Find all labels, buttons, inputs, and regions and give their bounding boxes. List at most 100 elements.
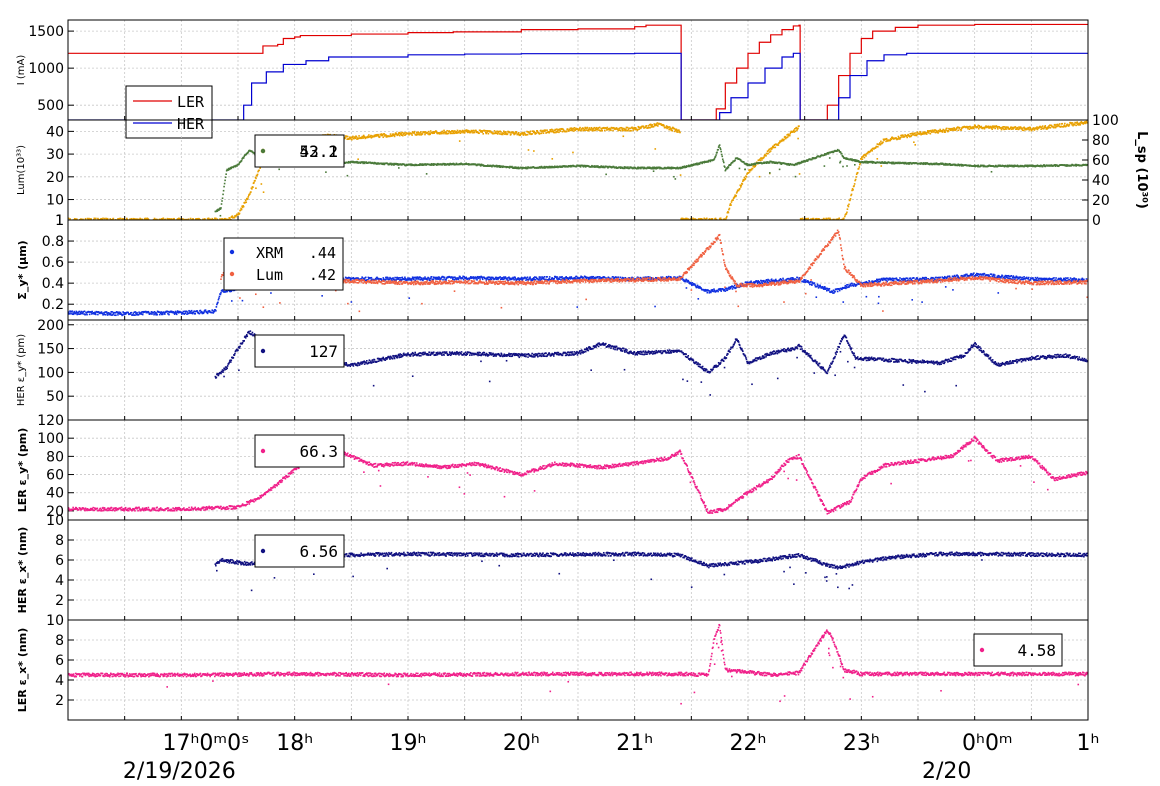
data-point [105,314,107,316]
data-point-outlier [459,140,461,142]
data-point [418,132,420,134]
data-point [194,313,196,315]
data-point [715,154,717,156]
data-point [709,221,711,223]
data-point [977,126,979,128]
data-point [75,221,77,223]
data-point [1006,128,1008,130]
data-point [402,277,404,279]
data-point [973,128,975,130]
data-point [671,128,673,130]
data-point [843,156,845,158]
data-point [446,130,448,132]
data-point [1059,123,1061,125]
data-point [183,220,185,222]
data-point [430,130,432,132]
data-point [793,129,795,131]
data-point [193,220,195,222]
y2-tick-label: 100 [1092,113,1119,129]
data-point-outlier [255,187,257,189]
data-point [151,313,153,315]
data-point [773,147,775,149]
data-point [92,221,94,223]
legend-label-ler: LER [177,93,205,111]
data-point [846,212,848,214]
data-point [174,221,176,223]
data-point [474,132,476,134]
data-point [442,279,444,281]
data-point [225,173,227,175]
data-point [95,218,97,220]
data-point [199,221,201,223]
data-point [212,220,214,222]
data-point-outlier [769,172,771,174]
data-point [234,217,236,219]
y-tick-label: 1500 [28,24,64,40]
data-point [706,218,708,220]
data-point [838,217,840,219]
data-point [149,221,151,223]
data-point [371,277,373,279]
data-point [88,218,90,220]
data-point [698,220,700,222]
data-point [486,133,488,135]
data-point-outlier [398,167,400,169]
data-point [627,127,629,129]
data-point [131,218,133,220]
data-point [530,131,532,133]
data-point [953,129,955,131]
data-point [395,279,397,281]
data-point [201,221,203,223]
data-point [625,128,627,130]
data-point [382,136,384,138]
data-point [604,130,606,132]
data-point [651,124,653,126]
data-point-outlier [839,162,841,164]
data-point [251,188,253,190]
data-point [107,218,109,220]
data-point [945,131,947,133]
data-point [113,218,115,220]
data-point [76,314,78,316]
data-point [222,197,224,199]
data-point [507,134,509,136]
data-point [853,185,855,187]
data-point [783,139,785,141]
data-point [114,221,116,223]
data-point [120,312,122,314]
data-point [394,136,396,138]
data-point [1064,123,1066,125]
data-point [404,277,406,279]
data-point [146,220,148,222]
data-point [527,276,529,278]
data-point [218,299,220,301]
data-point [902,135,904,137]
data-point [1042,125,1044,127]
data-point [421,278,423,280]
y-tick-label: 0.4 [42,276,64,292]
data-point [619,277,621,279]
data-point [529,276,531,278]
data-point [402,135,404,137]
data-point [932,129,934,131]
data-point-outlier [854,164,856,166]
data-point [720,151,722,153]
data-point [488,133,490,135]
data-point [224,183,226,185]
data-point [197,310,199,312]
data-point [72,221,74,223]
data-point [454,130,456,132]
data-point [806,218,808,220]
data-point [418,278,420,280]
data-point [78,221,80,223]
data-point [761,159,763,161]
legend-value: 52.1 [299,142,338,161]
data-point [174,313,176,315]
data-point [379,136,381,138]
data-point [168,314,170,316]
y-tick-label: 30 [46,147,64,163]
data-point [663,125,665,127]
data-point [877,146,879,148]
data-point [117,314,119,316]
data-point-outlier [913,141,915,143]
